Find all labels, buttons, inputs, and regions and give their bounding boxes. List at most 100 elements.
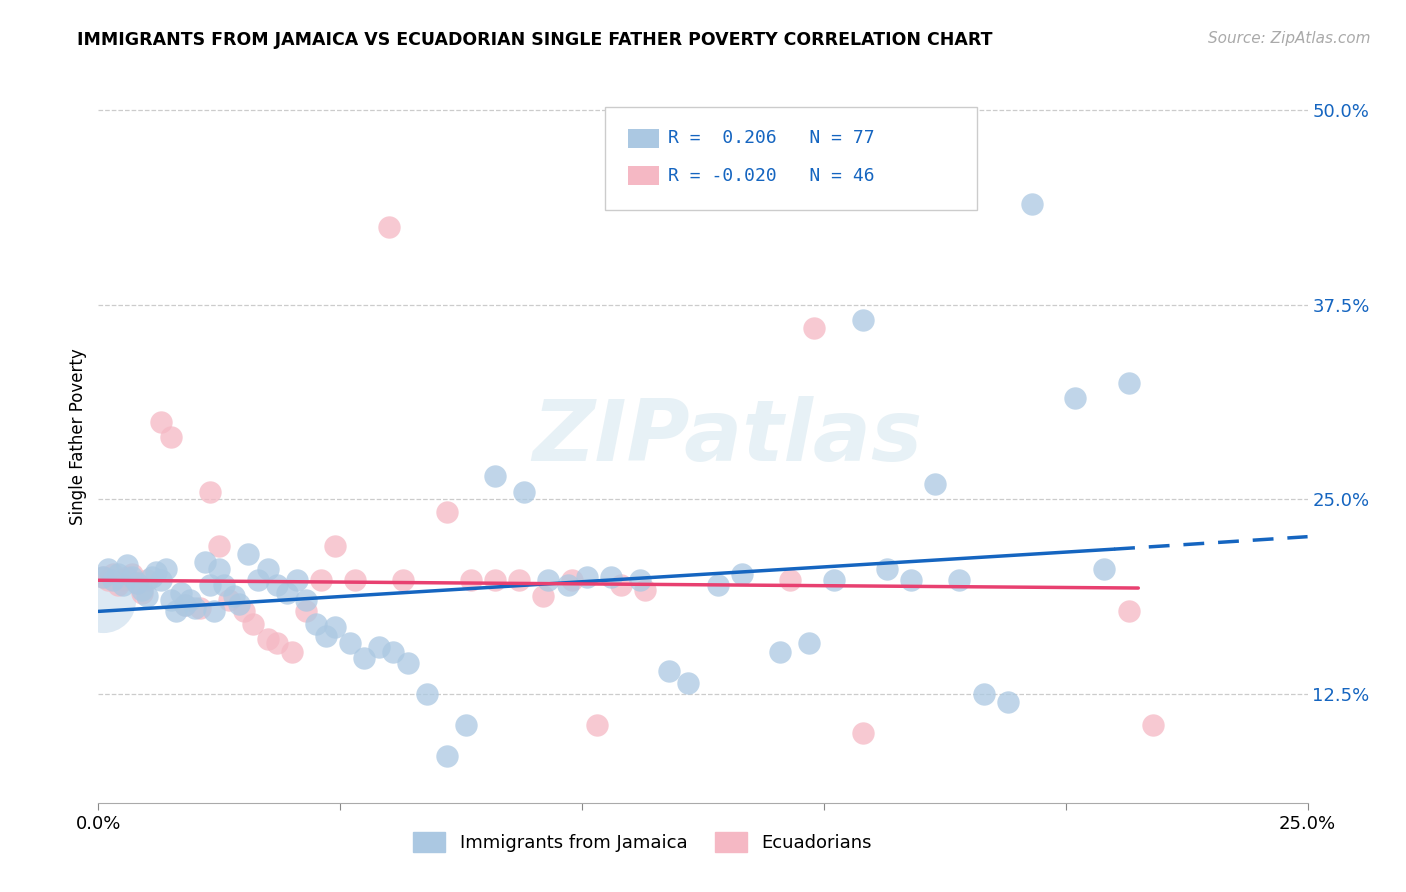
Point (198, 484, 221, 499)
Point (179, 593, 201, 607)
Legend: Immigrants from Jamaica, Ecuadorians: Immigrants from Jamaica, Ecuadorians (406, 824, 879, 860)
Point (160, 430, 183, 444)
Point (204, 604, 226, 618)
Point (454, 718, 477, 732)
Point (155, 562, 177, 576)
Point (117, 558, 139, 572)
Point (256, 632, 278, 647)
Point (852, 725, 875, 739)
Point (339, 635, 361, 649)
Point (561, 574, 583, 588)
Point (484, 574, 506, 588)
Point (634, 582, 657, 597)
Point (135, 574, 157, 588)
Point (247, 574, 270, 588)
Point (1021, 196, 1043, 211)
Point (1118, 604, 1140, 618)
Point (309, 574, 332, 588)
Point (513, 484, 536, 499)
Point (91, 570, 114, 584)
Point (305, 616, 328, 631)
Point (678, 676, 700, 690)
Point (531, 589, 554, 603)
Text: Source: ZipAtlas.com: Source: ZipAtlas.com (1208, 31, 1371, 46)
Point (194, 555, 217, 569)
Point (343, 574, 366, 588)
Point (392, 574, 415, 588)
Point (184, 601, 207, 615)
Point (107, 567, 129, 582)
Point (1142, 718, 1164, 732)
Point (97, 574, 120, 588)
Point (127, 576, 149, 591)
Point (823, 574, 845, 588)
Point (160, 593, 183, 607)
Point (396, 656, 419, 670)
Point (948, 574, 970, 588)
Point (232, 604, 254, 618)
Point (150, 415, 173, 429)
Point (188, 601, 211, 615)
Point (803, 321, 825, 335)
Point (377, 219, 399, 234)
Point (238, 547, 260, 561)
Point (484, 469, 506, 483)
Point (769, 645, 792, 659)
Point (174, 598, 197, 612)
Point (121, 570, 143, 584)
Point (276, 585, 298, 599)
Point (508, 574, 530, 588)
Point (295, 604, 318, 618)
Point (212, 578, 235, 592)
Point (416, 687, 439, 701)
Point (325, 539, 347, 553)
Text: R =  0.206   N = 77: R = 0.206 N = 77 (668, 129, 875, 147)
Point (242, 616, 264, 631)
Point (382, 645, 405, 659)
Point (135, 589, 157, 603)
Point (101, 574, 124, 588)
Point (266, 578, 288, 592)
Point (281, 645, 304, 659)
Point (585, 718, 607, 732)
Point (150, 574, 173, 588)
Point (852, 313, 875, 327)
Point (208, 562, 231, 576)
Point (218, 593, 240, 607)
Point (169, 585, 191, 599)
Point (266, 635, 288, 649)
Point (610, 578, 633, 592)
Point (557, 578, 579, 592)
Point (900, 574, 922, 588)
Point (799, 635, 821, 649)
Point (127, 576, 149, 591)
Point (924, 476, 946, 491)
Point (285, 574, 308, 588)
Point (1094, 562, 1116, 576)
Point (779, 574, 801, 588)
Point (628, 574, 651, 588)
Text: R = -0.020   N = 46: R = -0.020 N = 46 (668, 167, 875, 185)
Point (295, 593, 318, 607)
Text: IMMIGRANTS FROM JAMAICA VS ECUADORIAN SINGLE FATHER POVERTY CORRELATION CHART: IMMIGRANTS FROM JAMAICA VS ECUADORIAN SI… (77, 31, 993, 49)
Point (131, 585, 153, 599)
Point (165, 604, 187, 618)
Point (436, 749, 458, 764)
Point (658, 664, 681, 678)
Point (537, 574, 560, 588)
Point (460, 574, 482, 588)
Point (174, 598, 197, 612)
Point (97, 562, 120, 576)
Text: ZIPatlas: ZIPatlas (531, 395, 922, 479)
Point (876, 562, 898, 576)
Point (111, 578, 134, 592)
Point (101, 567, 124, 582)
Point (315, 629, 337, 643)
Point (141, 570, 163, 584)
Point (368, 640, 391, 655)
Point (600, 570, 623, 584)
Point (706, 578, 728, 592)
Point (1064, 391, 1087, 405)
Point (353, 651, 375, 665)
Y-axis label: Single Father Poverty: Single Father Poverty (69, 349, 87, 525)
